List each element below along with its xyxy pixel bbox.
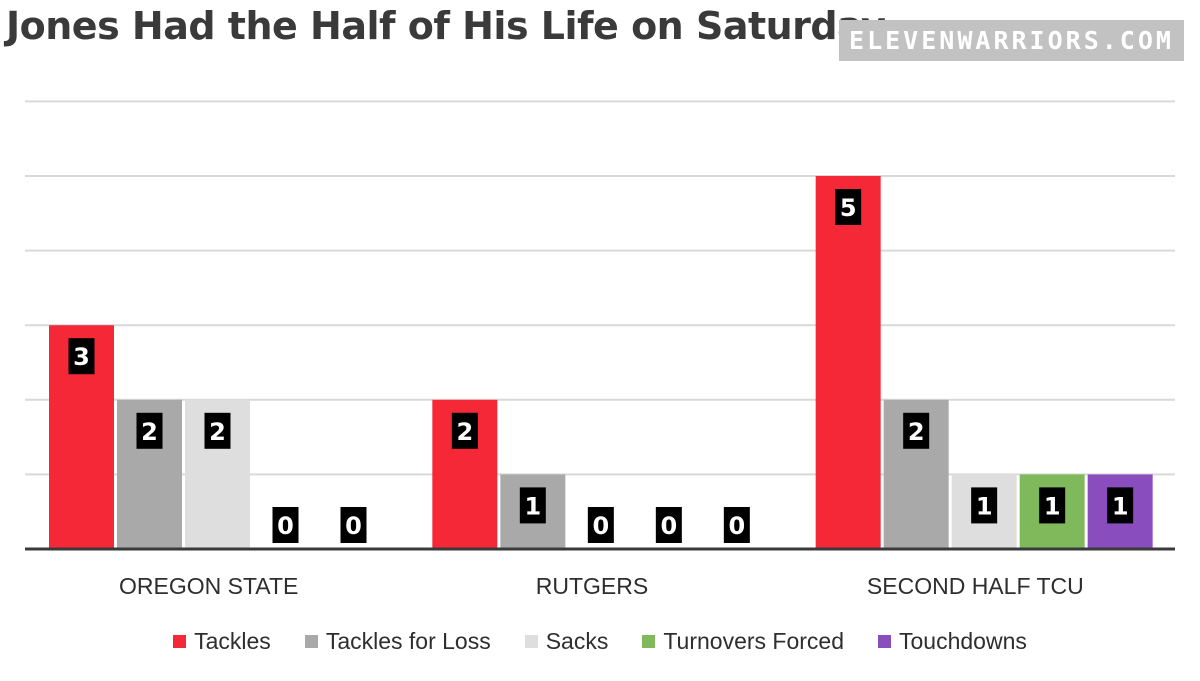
data-label: 0: [340, 507, 367, 543]
data-label-text: 0: [660, 512, 677, 540]
data-label-box: [519, 487, 546, 524]
data-label-text: 0: [592, 512, 609, 540]
legend-item: Sacks: [524, 627, 609, 655]
data-label-text: 5: [840, 194, 857, 222]
data-label-box: [903, 412, 930, 449]
legend-item: Touchdowns: [878, 628, 1027, 655]
data-label-text: 0: [277, 512, 294, 540]
data-label: 2: [451, 412, 478, 449]
data-label-box: [655, 507, 682, 543]
data-label: 0: [723, 507, 750, 543]
data-label-text: 1: [1044, 492, 1061, 520]
data-label: 3: [68, 338, 95, 375]
legend-label: Touchdowns: [899, 627, 1027, 654]
legend-label: Tackles for Loss: [325, 627, 491, 654]
legend-label: Sacks: [545, 627, 609, 654]
data-label-text: 1: [1112, 492, 1129, 520]
data-label-text: 2: [141, 418, 158, 446]
data-label: 0: [587, 507, 614, 543]
legend-item: Tackles: [173, 628, 271, 655]
chart-title: Jones Had the Half of His Life on Saturd…: [6, 4, 886, 48]
data-label-box: [835, 189, 862, 225]
data-label-text: 2: [908, 418, 925, 446]
data-label-box: [723, 507, 750, 543]
data-label-box: [136, 412, 163, 449]
data-label: 5: [835, 189, 862, 225]
data-label-text: 0: [345, 512, 362, 540]
data-label: 2: [204, 412, 231, 449]
legend-item: Turnovers Forced: [642, 628, 844, 655]
bar-chart: 3 2 2 0 0 OREGON STATE 2 1 0 0 0 RUTGERS 5 2 1 1 1 SECOND…: [25, 100, 1175, 599]
data-label-text: 1: [524, 492, 541, 520]
legend-label: Turnovers Forced: [663, 627, 845, 654]
data-label: 2: [136, 412, 163, 449]
legend-swatch: [173, 634, 187, 648]
legend-swatch: [524, 634, 538, 648]
legend-swatch: [642, 634, 656, 648]
category-label: SECOND HALF TCU: [867, 573, 1084, 599]
data-label-text: 2: [209, 418, 226, 446]
chart-legend: Tackles Tackles for Loss Sacks Turnovers Fo…: [0, 623, 1200, 659]
data-label: 1: [519, 487, 546, 524]
data-label-text: 1: [976, 492, 993, 520]
data-label: 1: [1107, 487, 1134, 524]
data-label-box: [1107, 487, 1134, 524]
data-label: 1: [971, 487, 998, 524]
category-label: OREGON STATE: [119, 573, 298, 599]
data-label: 1: [1039, 487, 1066, 524]
brand-logo: ELEVENWARRIORS.COM: [839, 20, 1184, 61]
legend-label: Tackles: [194, 627, 271, 654]
legend-swatch: [878, 634, 892, 648]
data-label-box: [1039, 487, 1066, 524]
data-label: 0: [655, 507, 682, 543]
data-label-box: [587, 507, 614, 543]
category-label: RUTGERS: [536, 573, 648, 599]
data-label: 2: [903, 412, 930, 449]
data-label-box: [272, 507, 299, 543]
legend-swatch: [304, 634, 318, 648]
data-label-box: [451, 412, 478, 449]
legend-item: Tackles for Loss: [304, 627, 491, 655]
data-label-text: 3: [73, 343, 90, 371]
bar: [815, 176, 881, 549]
data-label-text: 0: [728, 512, 745, 540]
data-label-box: [68, 338, 95, 375]
data-label: 0: [272, 507, 299, 543]
data-label-box: [971, 487, 998, 524]
data-label-box: [204, 412, 231, 449]
data-label-box: [340, 507, 367, 543]
data-label-text: 2: [456, 418, 473, 446]
